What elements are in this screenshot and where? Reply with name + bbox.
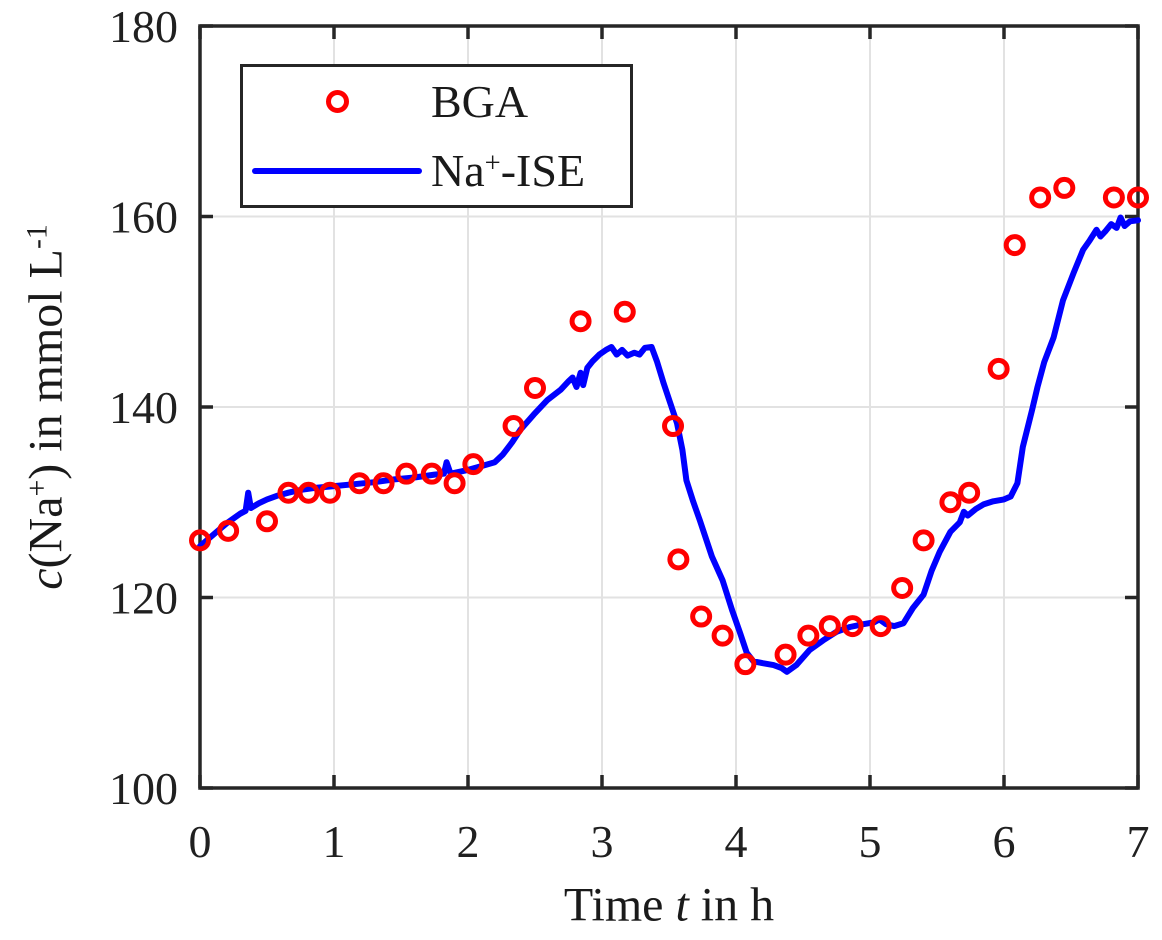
legend-marker-cell (243, 90, 431, 113)
bga-data-point (613, 300, 636, 323)
bga-data-point (734, 653, 757, 676)
bga-data-point (891, 576, 914, 599)
bga-data-point (841, 615, 864, 638)
y-tick-label: 100 (109, 763, 178, 814)
bga-data-point (939, 491, 962, 514)
bga-data-point (869, 615, 892, 638)
bga-data-point (502, 415, 525, 438)
x-tick-label: 7 (1127, 816, 1150, 867)
x-axis-label: Time t in h (563, 878, 775, 932)
bga-data-point (912, 529, 935, 552)
bga-circle-marker-icon (325, 90, 349, 113)
x-tick-label: 5 (859, 816, 882, 867)
bga-data-point (443, 472, 466, 495)
y-axis-label-variable: c (19, 568, 73, 590)
bga-data-point (958, 481, 981, 504)
bga-data-point (420, 462, 443, 485)
legend-marker-cell (243, 167, 431, 174)
x-tick-label: 2 (457, 816, 480, 867)
x-tick-labels: 0 1 2 3 4 5 6 7 (189, 816, 1150, 867)
ise-line-series (197, 214, 1141, 675)
bga-data-point (1029, 186, 1052, 209)
x-tick-label: 6 (993, 816, 1016, 867)
bga-data-point (662, 415, 685, 438)
bga-data-point (690, 605, 713, 628)
bga-data-point (277, 481, 300, 504)
bga-data-point (318, 481, 341, 504)
bga-data-point (256, 510, 278, 533)
bga-data-point (1003, 234, 1026, 257)
bga-data-point (189, 529, 211, 552)
bga-data-point (372, 472, 395, 495)
tick-marks (198, 24, 1140, 790)
y-tick-label: 120 (109, 573, 178, 624)
y-tick-labels: 100 120 140 160 180 (109, 1, 178, 814)
y-tick-label: 160 (109, 192, 178, 243)
x-tick-label: 3 (591, 816, 614, 867)
legend-entry-bga: BGA (243, 68, 630, 136)
legend-entry-ise: Na+-ISE (243, 137, 630, 205)
y-tick-label: 140 (109, 382, 178, 433)
bga-data-point (1102, 186, 1125, 209)
bga-data-point (774, 643, 797, 666)
bga-data-point (667, 548, 690, 571)
ise-line-marker-icon (252, 167, 422, 174)
legend-label-bga: BGA (431, 76, 529, 127)
bga-data-point (524, 376, 546, 399)
x-tick-label: 1 (323, 816, 346, 867)
bga-data-point (797, 624, 820, 647)
bga-data-point (711, 624, 734, 647)
bga-data-point (297, 481, 320, 504)
y-axis-label: c(Na+) in mmol L-1 (19, 224, 73, 590)
ise-line-path (197, 214, 1141, 675)
bga-data-point (462, 453, 485, 476)
bga-data-point (569, 310, 592, 333)
bga-data-point (395, 462, 418, 485)
bga-data-point (1127, 186, 1149, 209)
bga-data-point (348, 472, 371, 495)
x-axis-label-variable: t (675, 878, 689, 932)
bga-data-point (217, 519, 240, 542)
x-tick-label: 0 (189, 816, 212, 867)
bga-data-point (818, 615, 841, 638)
bga-data-point (1053, 176, 1076, 199)
legend-label-ise: Na+-ISE (431, 145, 586, 196)
bga-data-point (987, 357, 1010, 380)
y-tick-label: 180 (109, 1, 178, 52)
bga-scatter-series (189, 176, 1149, 676)
legend: BGA Na+-ISE (240, 64, 633, 208)
x-tick-label: 4 (725, 816, 748, 867)
